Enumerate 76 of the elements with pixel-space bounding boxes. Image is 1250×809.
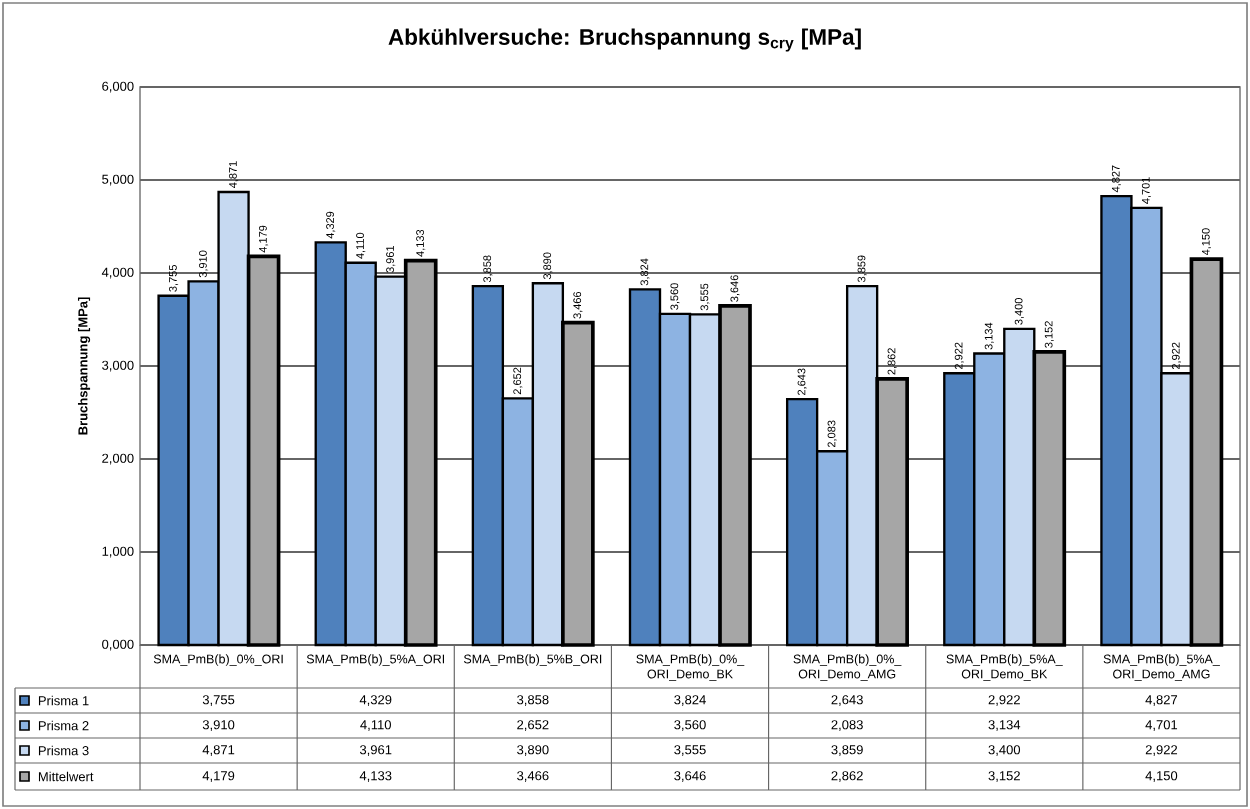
y-axis-title: Bruchspannung [MPa] <box>77 297 91 435</box>
text: 3,555 <box>700 283 710 311</box>
data-label: 3,910 <box>202 720 235 731</box>
data-label: 4,871 <box>202 745 235 756</box>
text: 4,133 <box>416 229 426 257</box>
text: 2,922 <box>954 342 964 370</box>
text: 3,466 <box>573 291 583 319</box>
text: 4,701 <box>1141 177 1151 204</box>
data-label: 3,646 <box>674 771 706 782</box>
legend-label: Prisma 1 <box>38 695 89 706</box>
y-tick-label: 1,000 <box>102 546 134 558</box>
data-label: 2,922 <box>1145 745 1178 756</box>
legend-label: Mittelwert <box>38 771 94 782</box>
data-label: 4,110 <box>360 720 391 731</box>
data-label: 3,859 <box>831 745 863 756</box>
data-label: 3,152 <box>988 771 1020 782</box>
data-label: 2,922 <box>988 695 1020 706</box>
text: 3,560 <box>670 283 680 310</box>
text: 2,652 <box>513 367 523 395</box>
data-label: 3,824 <box>674 695 706 706</box>
y-tick-label: 4,000 <box>101 267 134 279</box>
chart-title: Abkühlversuche: Bruchspannung s$_{cry}$ [MPa] <box>388 28 861 52</box>
text: 3,755 <box>169 265 179 292</box>
data-label: 3,890 <box>517 745 549 756</box>
text: 4,329 <box>326 211 336 239</box>
text: 2,922 <box>1171 342 1181 370</box>
y-tick-label: 6,000 <box>102 81 134 93</box>
text: 3,910 <box>199 250 209 278</box>
text: 4,871 <box>229 161 239 189</box>
text: 2,083 <box>827 420 837 448</box>
data-label: 4,179 <box>202 771 235 782</box>
data-label: 2,652 <box>517 720 549 731</box>
data-label: 3,755 <box>202 695 235 706</box>
y-tick-label: 2,000 <box>102 453 134 465</box>
text: 3,646 <box>730 275 740 302</box>
text: 3,152 <box>1044 321 1054 348</box>
text: 3,961 <box>386 245 396 273</box>
text: 3,134 <box>984 322 994 350</box>
data-label: 3,961 <box>359 745 392 756</box>
legend-label: Prisma 3 <box>38 745 89 756</box>
data-label: 4,827 <box>1145 695 1178 706</box>
data-label: 4,133 <box>359 771 392 782</box>
data-label: 2,083 <box>831 720 863 731</box>
text: 2,643 <box>797 368 807 395</box>
y-tick-label: 0,000 <box>102 639 134 651</box>
data-label: 3,400 <box>988 745 1021 756</box>
data-label: 4,329 <box>359 695 392 706</box>
legend-label: Prisma 2 <box>38 720 89 731</box>
text: 3,859 <box>857 255 867 283</box>
text: 3,824 <box>640 258 650 286</box>
data-label: 4,701 <box>1145 720 1178 731</box>
data-label: 3,466 <box>517 771 549 782</box>
data-label: 2,643 <box>831 695 863 706</box>
y-tick-label: 3,000 <box>102 360 134 372</box>
x-tick-label: SMA_PmB(b)_0%_ORI_Demo_AMG <box>793 654 902 681</box>
data-label: 3,560 <box>674 720 706 731</box>
data-label: 3,555 <box>674 745 706 756</box>
x-tick-label: SMA_PmB(b)_5%A_ORI <box>306 654 445 666</box>
data-label: 4,150 <box>1145 771 1178 782</box>
y-tick-label: 5,000 <box>102 174 134 186</box>
text: 4,827 <box>1111 165 1121 193</box>
data-label: 3,858 <box>517 695 549 706</box>
data-label: 2,862 <box>831 771 863 782</box>
x-tick-label: SMA_PmB(b)_5%A_ORI_Demo_BK <box>946 654 1063 681</box>
data-label: 3,134 <box>988 720 1021 731</box>
text: 4,110 <box>356 232 366 259</box>
x-tick-label: SMA_PmB(b)_5%A_ORI_Demo_AMG <box>1103 654 1220 681</box>
text: 3,400 <box>1014 298 1024 325</box>
x-tick-label: SMA_PmB(b)_0%_ORI_Demo_BK <box>636 654 745 681</box>
text: 3,858 <box>483 255 493 283</box>
x-tick-label: SMA_PmB(b)_0%_ORI <box>153 654 283 666</box>
text: 4,179 <box>259 225 269 253</box>
x-tick-label: SMA_PmB(b)_5%B_ORI <box>463 654 602 666</box>
text: 3,890 <box>543 252 553 280</box>
text: 4,150 <box>1201 228 1211 256</box>
text: 2,862 <box>887 348 897 375</box>
